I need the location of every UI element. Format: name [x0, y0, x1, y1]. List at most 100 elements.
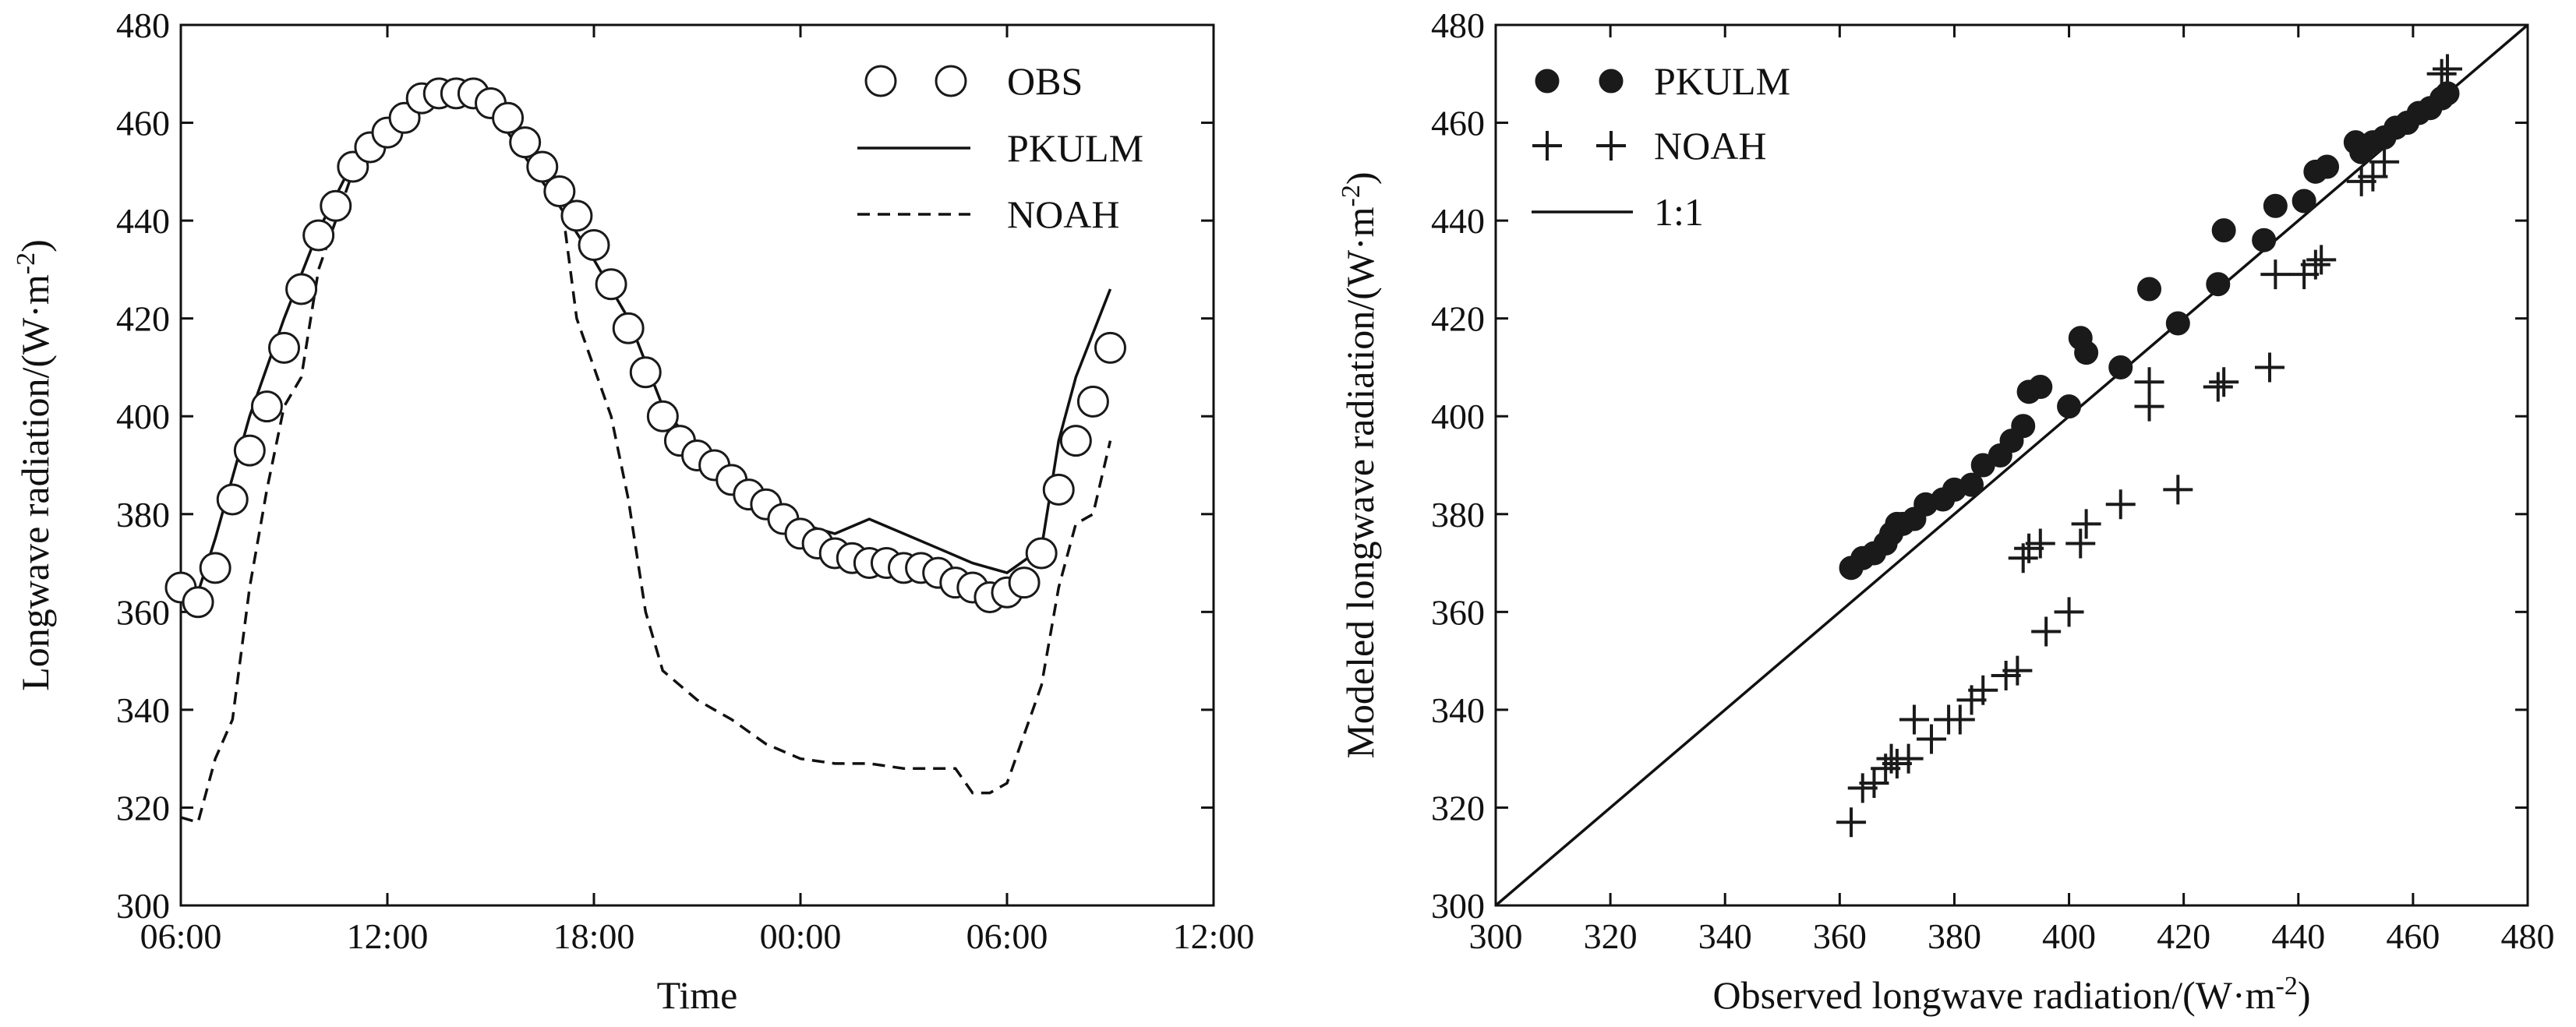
noah-point [1917, 724, 1947, 754]
noah-point [2025, 528, 2055, 559]
obs-point [526, 150, 559, 183]
obs-point [560, 199, 593, 232]
obs-point [509, 126, 542, 159]
legend-label-2: 1:1 [1654, 190, 1704, 234]
noah-point [2369, 146, 2400, 177]
noah-point [2014, 533, 2044, 563]
right-y-tick-label: 360 [1431, 592, 1485, 632]
left-series-lines [179, 82, 1112, 824]
right-x-tick-label: 360 [1813, 916, 1867, 956]
obs-point [578, 229, 610, 261]
obs-point [1042, 473, 1075, 506]
right-y-tick-label: 320 [1431, 788, 1485, 828]
legend-label-obs: OBS [1007, 59, 1083, 103]
obs-point [1076, 385, 1109, 418]
pkulm-point [2211, 218, 2236, 243]
pkulm-point [2057, 394, 2082, 419]
pkulm-point [1959, 472, 1984, 497]
legend-noah-marker [1596, 131, 1626, 161]
right-y-tick-label: 340 [1431, 690, 1485, 730]
noah-point [1847, 773, 1878, 803]
left-x-tick-label: 06:00 [140, 916, 222, 956]
right-x-axis-label: Observed longwave radiation/(W·m-2) [1713, 972, 2311, 1017]
pkulm-point [2108, 355, 2133, 379]
noah-point [1893, 743, 1924, 774]
noah-point [2002, 655, 2033, 686]
left-y-tick-label: 380 [116, 495, 170, 535]
right-x-tick-label: 460 [2386, 916, 2440, 956]
left-x-axis-label: Time [657, 973, 738, 1017]
obs-point [646, 400, 679, 432]
noah-point [1968, 675, 1998, 705]
obs-point [612, 312, 645, 344]
one-to-one-line [1494, 23, 2529, 907]
noah-point [2433, 54, 2463, 84]
legend-obs-marker [864, 65, 897, 97]
right-y-tick-label: 440 [1431, 201, 1485, 241]
obs-point [320, 189, 352, 222]
obs-point [1059, 425, 1092, 457]
left-x-tick-label: 18:00 [553, 916, 635, 956]
left-y-tick-label: 320 [116, 788, 170, 828]
one-to-one-reference-line [1494, 23, 2529, 907]
noah-point [1859, 768, 1889, 799]
obs-point [595, 268, 627, 301]
noah-point [1899, 704, 1929, 735]
pkulm-point [2252, 228, 2277, 252]
pkulm-point [2011, 414, 2036, 439]
left-y-tick-label: 340 [116, 690, 170, 730]
noah-point [2163, 475, 2193, 505]
pkulm-point [2074, 341, 2099, 365]
right-axes: 300 320 340 360 380 400 420 440 460 480 300 320 340 3… [1431, 5, 2555, 956]
right-x-tick-label: 420 [2157, 916, 2210, 956]
right-y-tick-label: 380 [1431, 495, 1485, 535]
obs-point [216, 483, 249, 516]
obs-point [543, 175, 576, 207]
pkulm-point [2206, 272, 2231, 297]
right-y-axis-label: Modeled longwave radiation/(W·m-2) [1337, 171, 1382, 758]
right-y-tick-label: 420 [1431, 299, 1485, 339]
left-x-tick-label: 12:00 [347, 916, 429, 956]
obs-point [250, 390, 283, 423]
left-y-tick-label: 420 [116, 299, 170, 339]
pkulm-point [2292, 189, 2316, 214]
right-x-tick-label: 380 [1928, 916, 1981, 956]
noah-point [2031, 616, 2062, 647]
legend-label-pkulm: PKULM [1007, 126, 1143, 170]
legend-label-0: PKULM [1654, 59, 1790, 103]
pkulm-point [2435, 81, 2460, 106]
right-legend: PKULM NOAH 1:1 [1532, 59, 1790, 234]
left-x-tick-label: 00:00 [760, 916, 842, 956]
left-x-tick-label: 06:00 [966, 916, 1048, 956]
noah-point [2300, 249, 2330, 280]
scatter-chart: 300 320 340 360 380 400 420 440 460 480 300 320 340 3… [1337, 5, 2555, 1017]
legend-label-noah: NOAH [1007, 192, 1119, 236]
right-x-tick-label: 440 [2271, 916, 2325, 956]
left-axes: 06:00 12:00 18:00 00:00 06:00 12:00 300 320 340 3… [116, 5, 1254, 956]
obs-point [268, 331, 300, 364]
noah-point [2255, 352, 2284, 383]
pkulm-point [2028, 375, 2053, 400]
noah-line [180, 92, 1112, 824]
obs-point [1094, 331, 1126, 364]
left-y-tick-label: 300 [116, 886, 170, 926]
noah-point [2306, 245, 2337, 275]
pkulm-line [179, 82, 1112, 595]
right-y-tick-label: 460 [1431, 104, 1485, 143]
noah-point [1991, 660, 2021, 690]
noah-point [1945, 704, 1975, 735]
obs-point [199, 552, 231, 584]
obs-point [492, 101, 525, 134]
obs-point [285, 273, 318, 305]
obs-point [1008, 566, 1041, 599]
pkulm-point [2315, 154, 2340, 179]
legend-pkulm-marker [1599, 69, 1624, 94]
noah-point [2054, 597, 2084, 627]
noah-point [2071, 509, 2101, 539]
noah-point [2203, 372, 2233, 402]
obs-point [629, 356, 662, 389]
noah-point [2065, 528, 2096, 559]
pkulm-point [2165, 311, 2190, 336]
noah-point [2209, 367, 2239, 397]
